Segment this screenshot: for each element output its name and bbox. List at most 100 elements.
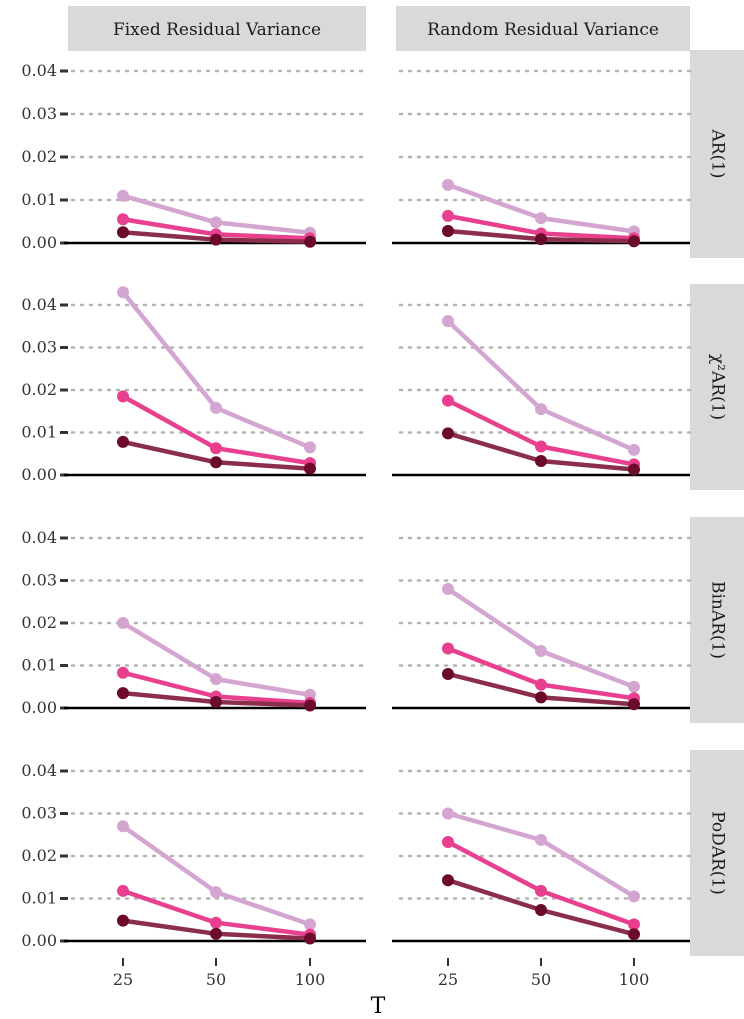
data-point — [535, 691, 547, 704]
row-strip — [690, 284, 744, 490]
y-tick-label: 0.03 — [21, 804, 57, 823]
x-tick-label: 25 — [438, 970, 458, 989]
data-point — [117, 820, 129, 833]
row-strip-label: BinAR(1) — [708, 581, 728, 659]
data-point — [442, 583, 454, 595]
data-point — [628, 698, 640, 711]
y-tick-label: 0.02 — [21, 147, 57, 166]
row-strip-label: AR(1) — [708, 128, 728, 178]
y-tick-label: 0.01 — [21, 423, 57, 442]
y-tick-label: 0.03 — [21, 338, 57, 357]
data-point — [628, 235, 640, 248]
data-point — [117, 617, 129, 629]
data-point — [535, 403, 547, 416]
data-point — [117, 213, 129, 226]
data-point — [442, 315, 454, 328]
data-point — [210, 696, 222, 708]
data-point — [210, 233, 222, 246]
y-tick-label: 0.04 — [21, 761, 57, 780]
data-point — [628, 680, 640, 693]
data-point — [117, 226, 129, 239]
data-point — [535, 455, 547, 467]
data-point — [535, 678, 547, 691]
column-strip — [396, 6, 690, 51]
data-point — [210, 886, 222, 899]
row-strip — [690, 517, 744, 723]
row-strip — [690, 750, 744, 956]
y-tick-label: 0.00 — [21, 698, 57, 717]
y-tick-label: 0.04 — [21, 528, 57, 547]
series-line — [445, 182, 637, 234]
data-point — [535, 833, 547, 846]
column-strip — [68, 6, 366, 51]
y-tick-label: 0.04 — [21, 61, 57, 80]
y-tick-label: 0.01 — [21, 190, 57, 209]
data-point — [304, 699, 316, 712]
data-point — [210, 442, 222, 455]
data-point — [442, 668, 454, 680]
x-tick-label: 50 — [531, 970, 551, 989]
data-point — [535, 233, 547, 246]
data-point — [628, 890, 640, 903]
y-tick-label: 0.00 — [21, 465, 57, 484]
y-tick-label: 0.01 — [21, 889, 57, 908]
row-strip-label: PoDAR(1) — [708, 811, 728, 895]
y-tick-label: 0.01 — [21, 656, 57, 675]
x-tick-label: 25 — [113, 970, 133, 989]
x-tick-label: 100 — [619, 970, 650, 989]
y-tick-label: 0.00 — [21, 931, 57, 950]
data-point — [210, 927, 222, 940]
data-point — [117, 884, 129, 897]
data-point — [210, 401, 222, 414]
column-strip-label: Fixed Residual Variance — [113, 20, 321, 40]
data-point — [117, 687, 129, 700]
data-point — [535, 440, 547, 453]
data-point — [210, 916, 222, 929]
row-strip — [690, 50, 744, 258]
y-tick-label: 0.03 — [21, 571, 57, 590]
data-point — [210, 456, 222, 469]
data-point — [535, 884, 547, 897]
series-line — [445, 586, 637, 690]
data-point — [210, 673, 222, 686]
data-point — [117, 435, 129, 448]
y-tick-label: 0.00 — [21, 233, 57, 252]
data-point — [304, 441, 316, 454]
data-point — [442, 836, 454, 848]
data-point — [304, 462, 316, 475]
data-point — [535, 212, 547, 225]
row-strip-label: χ²AR(1) — [708, 354, 728, 420]
column-strip-label: Random Residual Variance — [427, 20, 659, 40]
data-point — [117, 666, 129, 679]
series-line — [120, 824, 313, 927]
y-tick-label: 0.02 — [21, 380, 57, 399]
y-tick-label: 0.02 — [21, 846, 57, 865]
data-point — [628, 443, 640, 456]
data-point — [442, 225, 454, 237]
series-line — [445, 318, 637, 453]
data-point — [628, 918, 640, 931]
data-point — [117, 390, 129, 403]
data-point — [442, 642, 454, 655]
data-point — [117, 189, 129, 202]
data-point — [442, 874, 454, 887]
data-point — [442, 427, 454, 440]
data-point — [117, 914, 129, 927]
data-point — [535, 904, 547, 916]
data-point — [304, 918, 316, 931]
data-point — [304, 932, 316, 945]
x-axis-title: T — [371, 994, 386, 1019]
y-tick-label: 0.02 — [21, 613, 57, 632]
y-tick-label: 0.04 — [21, 295, 57, 314]
data-point — [442, 209, 454, 222]
data-point — [304, 235, 316, 248]
series-line — [120, 290, 313, 450]
data-point — [442, 807, 454, 820]
data-point — [210, 216, 222, 229]
data-point — [628, 463, 640, 476]
x-tick-label: 100 — [295, 970, 326, 989]
data-point — [117, 286, 129, 299]
data-point — [442, 394, 454, 407]
data-point — [442, 178, 454, 191]
